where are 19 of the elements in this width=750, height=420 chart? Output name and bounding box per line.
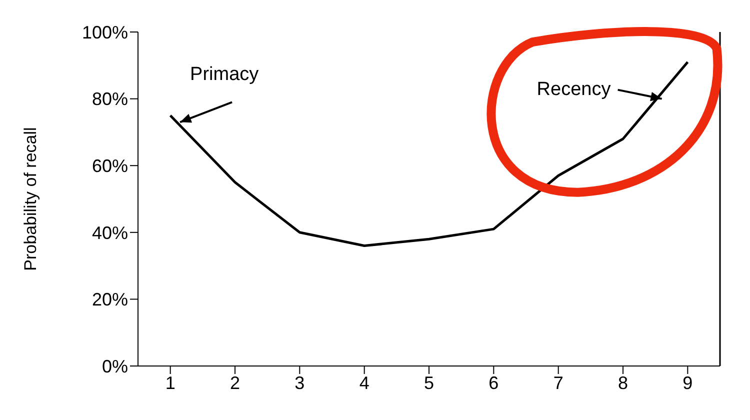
x-tick-label: 7 [553, 372, 564, 393]
y-tick-label: 100% [82, 22, 128, 42]
x-tick-label: 4 [359, 372, 370, 393]
y-tick-label: 0% [102, 356, 128, 376]
line-series [169, 60, 689, 248]
x-tick-label: 2 [230, 372, 240, 393]
x-tick-label: 3 [294, 372, 305, 393]
x-tick-label: 5 [424, 372, 434, 393]
x-tick-label: 6 [488, 372, 499, 393]
y-tick-label: 60% [92, 156, 128, 176]
y-tick-label: 40% [92, 222, 128, 243]
annotation: Primacy [190, 64, 260, 86]
x-tick-label: 9 [682, 372, 693, 393]
x-tick-label: 1 [165, 372, 176, 393]
y-axis-title: Probability of recall [21, 127, 40, 271]
y-tick-label: 20% [92, 290, 128, 310]
y-tick-label: 80% [92, 89, 128, 110]
annotation: Recency [536, 78, 612, 100]
x-tick-label: 8 [618, 372, 628, 393]
